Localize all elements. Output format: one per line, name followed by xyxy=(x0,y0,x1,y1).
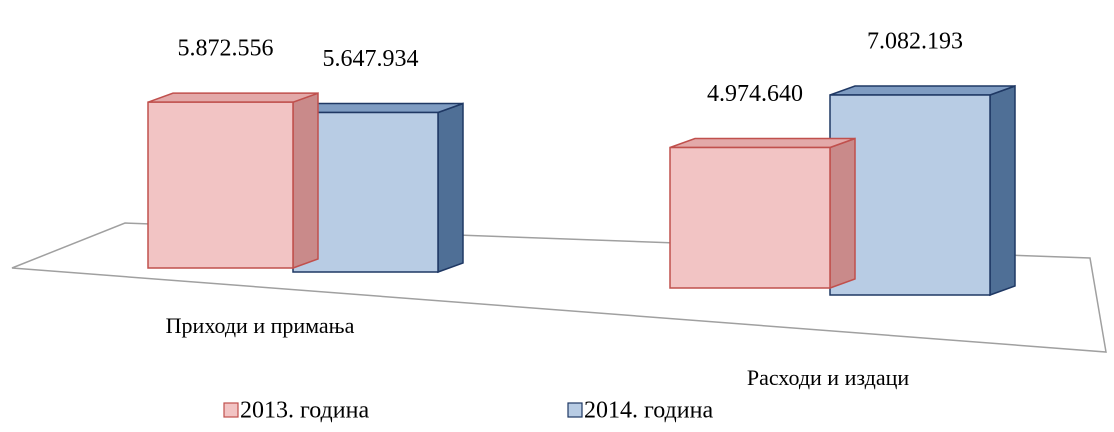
x-tick-label: Приходи и примања xyxy=(166,313,355,338)
bar xyxy=(669,146,831,289)
data-label: 5.647.934 xyxy=(323,46,419,72)
data-label: 5.872.556 xyxy=(178,36,274,62)
bar-side xyxy=(989,84,1016,297)
legend-label: 2014. година xyxy=(584,398,713,424)
legend-swatch xyxy=(567,402,583,418)
x-tick-label: Расходи и издаци xyxy=(747,365,910,390)
legend-swatch xyxy=(223,402,239,418)
legend-label: 2013. година xyxy=(240,398,369,424)
floor xyxy=(11,222,1107,353)
bar-top xyxy=(669,137,856,149)
bar-side xyxy=(829,137,856,290)
bar-top xyxy=(829,85,1016,96)
bar xyxy=(147,101,294,269)
data-label: 7.082.193 xyxy=(867,29,963,55)
data-label: 4.974.640 xyxy=(707,81,803,107)
bar-top xyxy=(147,92,319,103)
bar-side xyxy=(292,92,319,270)
bar-side xyxy=(437,102,464,274)
